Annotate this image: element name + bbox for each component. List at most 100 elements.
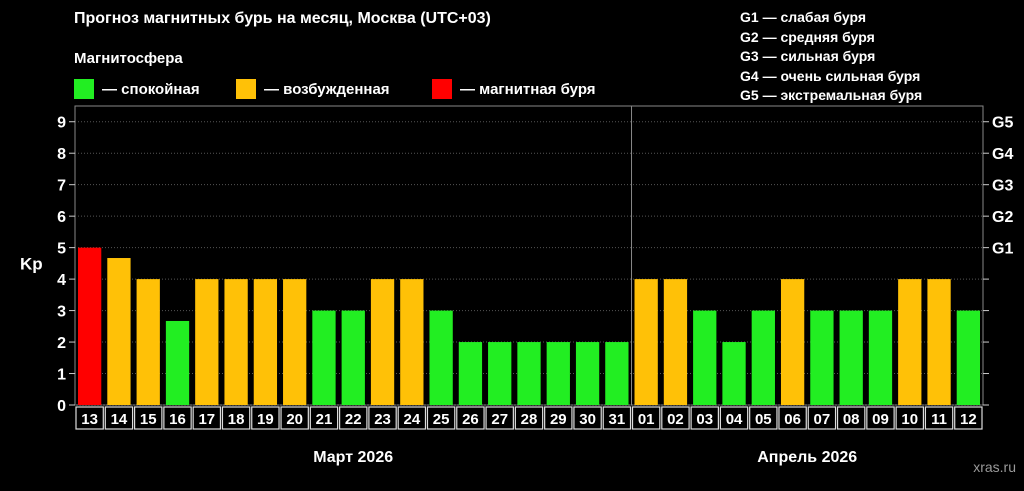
- kp-bar: [283, 279, 307, 405]
- legend-storm-label: — магнитная буря: [460, 80, 596, 98]
- kp-bar: [195, 279, 219, 405]
- legend-active-label: — возбужденная: [264, 80, 390, 98]
- y-tick-label: 5: [57, 241, 66, 258]
- x-tick-label: 14: [111, 411, 128, 428]
- x-tick-label: 09: [872, 411, 889, 428]
- kp-bar: [400, 279, 424, 405]
- kp-bar: [927, 279, 951, 405]
- x-tick-label: 17: [198, 411, 215, 428]
- g2-legend-text: G2 — средняя буря: [740, 28, 875, 45]
- x-tick-label: 03: [696, 411, 713, 428]
- y-axis-label: Kp: [20, 254, 43, 273]
- date-cell: [221, 406, 251, 430]
- legend-calm-swatch: [74, 79, 94, 99]
- date-cell: [368, 406, 397, 430]
- kp-bar: [224, 279, 248, 405]
- g4-legend-text: G4 — очень сильная буря: [740, 67, 921, 84]
- kp-bar: [956, 310, 980, 405]
- y-tick-label: 0: [57, 398, 66, 415]
- kp-bar: [458, 342, 483, 405]
- x-tick-label: 18: [228, 411, 245, 428]
- x-tick-label: 27: [491, 411, 508, 428]
- date-cell: [485, 406, 514, 430]
- date-cell: [251, 406, 280, 430]
- g5-legend-text: G5 — экстремальная буря: [740, 87, 923, 103]
- g-level-label: G1: [992, 241, 1013, 258]
- date-cell: [631, 406, 661, 430]
- kp-bar: [165, 320, 190, 405]
- kp-bar: [253, 279, 278, 405]
- x-tick-label: 15: [140, 411, 157, 428]
- kp-bar: [693, 310, 717, 405]
- kp-bar: [78, 247, 102, 405]
- x-tick-label: 16: [169, 411, 186, 428]
- kp-bar: [546, 342, 570, 405]
- g3-legend-text: G3 — сильная буря: [740, 48, 876, 64]
- x-tick-label: 29: [550, 411, 567, 428]
- g-level-label: G2: [992, 209, 1013, 226]
- kp-bar: [722, 342, 746, 405]
- x-tick-label: 01: [638, 411, 655, 428]
- g-level-label: G5: [992, 115, 1013, 132]
- x-tick-label: 24: [403, 411, 420, 428]
- date-cell: [661, 406, 690, 430]
- kp-bar: [780, 279, 805, 405]
- kp-bar: [488, 342, 512, 405]
- date-cell: [690, 406, 719, 430]
- legend-calm-label: — спокойная: [102, 80, 200, 98]
- g1-legend-text: G1 — слабая буря: [740, 9, 867, 25]
- legend-calm: — спокойная: [74, 79, 200, 99]
- date-cell: [866, 406, 895, 430]
- date-cell: [602, 406, 632, 430]
- date-cell: [807, 406, 837, 430]
- magnetosphere-legend: — спокойная — возбужденная — магнитная б…: [74, 79, 634, 101]
- kp-bar: [107, 258, 131, 405]
- x-tick-label: 30: [579, 411, 596, 428]
- x-tick-label: 02: [667, 411, 684, 428]
- date-cell: [426, 406, 456, 430]
- y-tick-label: 7: [57, 178, 66, 195]
- date-cell: [573, 406, 602, 430]
- x-tick-label: 21: [316, 411, 333, 428]
- date-cell: [895, 406, 925, 430]
- date-cell: [133, 406, 163, 430]
- month-label: Апрель 2026: [757, 449, 858, 466]
- kp-bar: [341, 310, 365, 405]
- date-cell: [75, 406, 104, 430]
- x-tick-label: 25: [433, 411, 450, 428]
- kp-bar: [312, 310, 336, 405]
- kp-bar: [136, 279, 160, 405]
- x-tick-label: 04: [726, 411, 743, 428]
- x-tick-label: 10: [901, 411, 918, 428]
- date-cell: [456, 406, 485, 430]
- watermark: xras.ru: [973, 459, 1016, 475]
- legend-storm: — магнитная буря: [432, 79, 596, 99]
- y-tick-label: 4: [57, 272, 66, 289]
- y-tick-label: 3: [57, 304, 66, 321]
- legend-active: — возбужденная: [236, 79, 390, 99]
- x-tick-label: 13: [81, 411, 98, 428]
- date-cell: [104, 406, 134, 430]
- date-cell: [163, 406, 192, 430]
- date-cell: [280, 406, 309, 430]
- date-cell: [544, 406, 573, 430]
- kp-bar: [751, 310, 775, 405]
- storm-level-legend: G1 — слабая буря G2 — средняя буря G3 — …: [740, 8, 922, 106]
- kp-bar: [839, 310, 863, 405]
- g-level-label: G4: [992, 146, 1013, 163]
- kp-bar: [868, 310, 893, 405]
- date-cell: [719, 406, 749, 430]
- kp-bar: [810, 310, 834, 405]
- date-cell: [309, 406, 339, 430]
- x-tick-label: 20: [286, 411, 303, 428]
- date-cell: [192, 406, 222, 430]
- date-cell: [836, 406, 866, 430]
- x-tick-label: 31: [609, 411, 626, 428]
- legend-storm-swatch: [432, 79, 452, 99]
- kp-bar: [575, 342, 600, 405]
- kp-bar: [634, 279, 658, 405]
- x-tick-label: 05: [755, 411, 772, 428]
- date-cell: [924, 406, 954, 430]
- x-tick-label: 07: [814, 411, 831, 428]
